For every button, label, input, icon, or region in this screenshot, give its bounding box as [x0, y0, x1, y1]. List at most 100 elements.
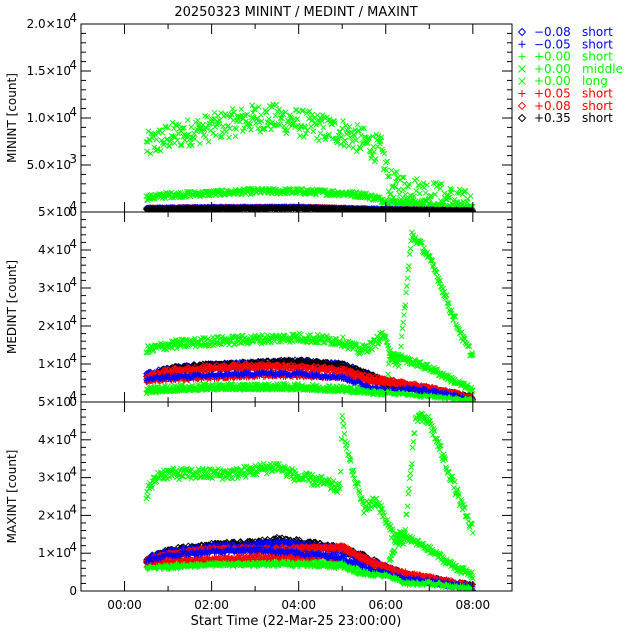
cross-marker [238, 106, 245, 113]
cross-marker [419, 239, 425, 246]
cross-marker [353, 137, 359, 144]
cross-marker [258, 112, 264, 118]
cross-marker [248, 114, 255, 121]
cross-marker [392, 184, 399, 190]
cross-marker [199, 126, 206, 132]
cross-marker [385, 361, 392, 367]
cross-marker [179, 142, 185, 149]
cross-marker [430, 263, 436, 270]
cross-marker [165, 124, 171, 131]
cross-marker [469, 350, 475, 356]
cross-marker [249, 102, 256, 109]
cross-marker [192, 136, 198, 142]
cross-marker [411, 193, 417, 199]
cross-marker [437, 185, 444, 192]
cross-marker [255, 104, 262, 110]
series-long-0.00 [143, 229, 476, 370]
cross-marker [448, 307, 455, 313]
cross-marker [448, 379, 454, 385]
cross-marker [467, 193, 474, 199]
cross-marker [218, 133, 225, 140]
cross-marker [400, 319, 407, 326]
cross-marker [464, 212, 469, 217]
cross-marker [271, 122, 278, 128]
cross-marker [404, 275, 411, 282]
cross-marker [450, 317, 457, 323]
cross-marker [361, 125, 367, 132]
cross-marker [406, 263, 412, 269]
cross-marker [319, 118, 325, 125]
cross-marker [175, 130, 182, 137]
cross-marker [157, 148, 164, 154]
cross-marker [430, 261, 437, 268]
cross-marker [204, 114, 211, 120]
cross-marker [381, 333, 388, 340]
cross-marker [376, 338, 383, 345]
cross-marker [277, 115, 284, 121]
cross-marker [209, 119, 216, 125]
cross-marker [213, 339, 219, 346]
cross-marker [197, 140, 203, 147]
cross-marker [414, 175, 420, 182]
cross-marker [403, 283, 410, 289]
cross-marker [353, 341, 360, 348]
cross-marker [398, 343, 404, 350]
cross-marker [386, 173, 393, 180]
cross-marker [178, 128, 184, 135]
cross-marker [401, 312, 407, 318]
cross-marker [320, 124, 327, 131]
cross-marker [366, 339, 373, 346]
cross-marker [244, 111, 251, 118]
cross-marker [292, 332, 299, 339]
cross-marker [401, 174, 407, 181]
cross-marker [303, 130, 309, 137]
cross-marker [241, 125, 248, 132]
cross-marker [421, 244, 428, 251]
cross-marker [445, 195, 452, 201]
cross-marker [276, 121, 283, 128]
cross-marker [466, 343, 473, 350]
cross-marker [230, 117, 237, 123]
cross-marker [385, 371, 391, 378]
cross-marker [168, 133, 175, 139]
cross-marker [382, 335, 388, 342]
series-long-0.00 [143, 101, 475, 217]
cross-marker [424, 182, 430, 188]
cross-marker [452, 313, 459, 320]
cross-marker [145, 128, 152, 135]
chart-title: 20250323 MININT / MEDINT / MAXINT [174, 5, 417, 20]
cross-marker [226, 134, 232, 141]
cross-marker [407, 245, 414, 252]
cross-marker [342, 137, 348, 144]
cross-marker [469, 387, 476, 393]
cross-marker [317, 130, 324, 137]
cross-marker [284, 127, 290, 134]
cross-marker [261, 125, 268, 132]
cross-marker [361, 134, 368, 140]
cross-marker [370, 143, 377, 150]
cross-marker [441, 288, 448, 295]
series-short-0.35 [143, 204, 477, 212]
cross-marker [276, 338, 282, 345]
cross-marker [412, 357, 419, 364]
cross-marker [143, 138, 150, 145]
cross-marker [364, 140, 371, 147]
cross-marker [416, 190, 423, 197]
cross-marker [420, 180, 427, 186]
cross-marker [385, 173, 391, 180]
cross-marker [459, 328, 465, 335]
cross-marker [255, 125, 261, 132]
cross-marker [395, 363, 402, 370]
cross-marker [203, 125, 210, 131]
cross-marker [213, 132, 219, 139]
cross-marker [358, 125, 365, 132]
cross-marker [341, 143, 348, 149]
cross-marker [347, 134, 354, 141]
cross-marker [290, 338, 296, 345]
cross-marker [147, 150, 154, 157]
cross-marker [427, 258, 434, 264]
cross-marker [287, 114, 294, 121]
cross-marker [413, 187, 420, 194]
cross-marker [362, 140, 369, 146]
